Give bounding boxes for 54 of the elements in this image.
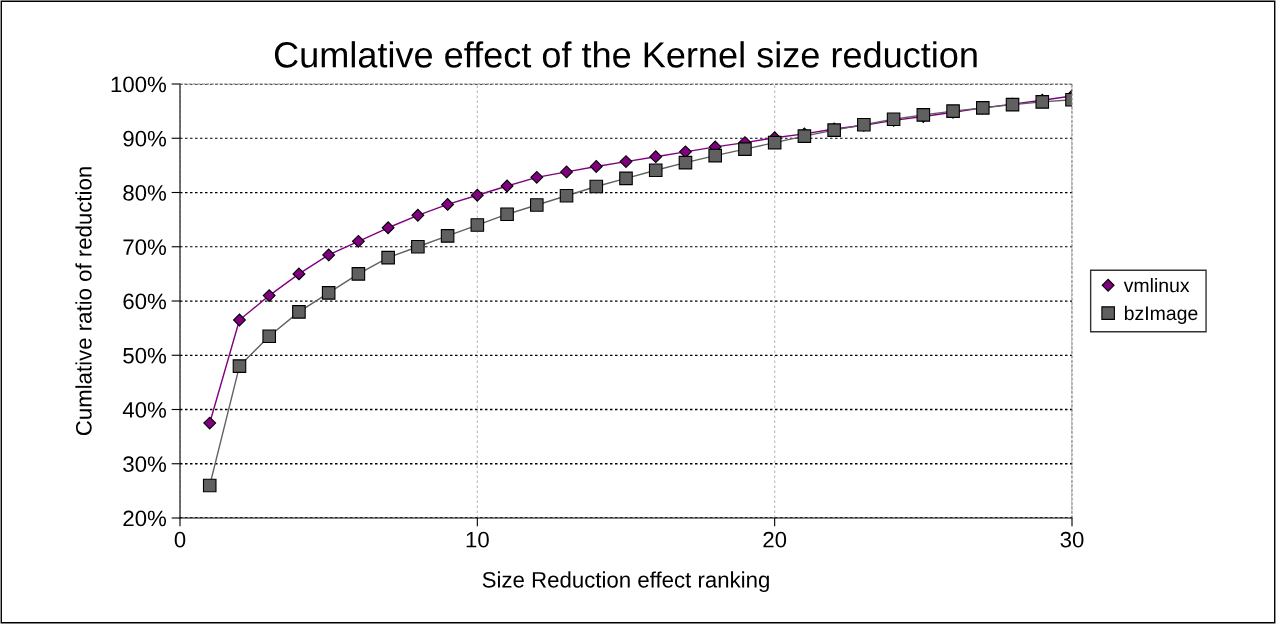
point xyxy=(441,197,455,211)
point xyxy=(500,179,514,193)
y-tick-label: 30% xyxy=(123,456,167,473)
point xyxy=(648,163,663,178)
point xyxy=(708,148,723,163)
y-tick-label: 50% xyxy=(123,347,167,364)
y-tick-label: 80% xyxy=(123,185,167,201)
point xyxy=(738,142,752,156)
y-tick-label: 60% xyxy=(123,293,167,310)
point xyxy=(500,207,514,222)
point xyxy=(292,267,306,281)
point xyxy=(470,188,484,202)
point xyxy=(232,359,247,373)
point xyxy=(529,198,544,212)
point xyxy=(411,208,425,222)
point xyxy=(767,135,782,150)
legend-label: vmlinux xyxy=(1123,278,1190,293)
point xyxy=(411,239,425,254)
point xyxy=(381,221,395,235)
chart-title: Cumlative effect of the Kernel size reduction xyxy=(274,41,977,68)
point xyxy=(351,267,366,281)
point xyxy=(619,171,633,186)
point xyxy=(351,234,365,248)
x-tick-label: 20 xyxy=(763,531,787,548)
x-tick-label: 30 xyxy=(1060,531,1084,548)
point xyxy=(678,155,693,170)
point xyxy=(322,248,336,262)
point xyxy=(202,478,217,493)
point xyxy=(203,416,217,430)
point xyxy=(559,188,574,203)
point xyxy=(440,229,455,243)
x-tick-label: 0 xyxy=(174,531,186,548)
point xyxy=(470,218,485,232)
y-tick-label: 20% xyxy=(123,510,167,527)
point xyxy=(381,250,395,265)
y-tick-label: 70% xyxy=(123,239,167,256)
y-tick-label: 40% xyxy=(122,402,167,418)
point xyxy=(560,165,573,179)
point xyxy=(649,150,663,164)
x-axis-title: Size Reduction effect ranking xyxy=(482,571,769,593)
y-axis-title: Cumlative ratio of reduction xyxy=(75,167,92,436)
legend-label: bzImage xyxy=(1124,305,1198,324)
y-tick-label: 100% xyxy=(111,76,167,93)
point xyxy=(292,305,306,319)
point xyxy=(233,313,246,327)
point xyxy=(589,160,603,173)
point xyxy=(321,286,336,300)
point xyxy=(530,170,544,184)
point xyxy=(262,289,276,303)
point xyxy=(619,155,633,169)
point xyxy=(262,329,277,344)
point xyxy=(589,179,604,194)
x-tick-label: 10 xyxy=(466,531,489,548)
y-tick-label: 90% xyxy=(123,130,167,147)
